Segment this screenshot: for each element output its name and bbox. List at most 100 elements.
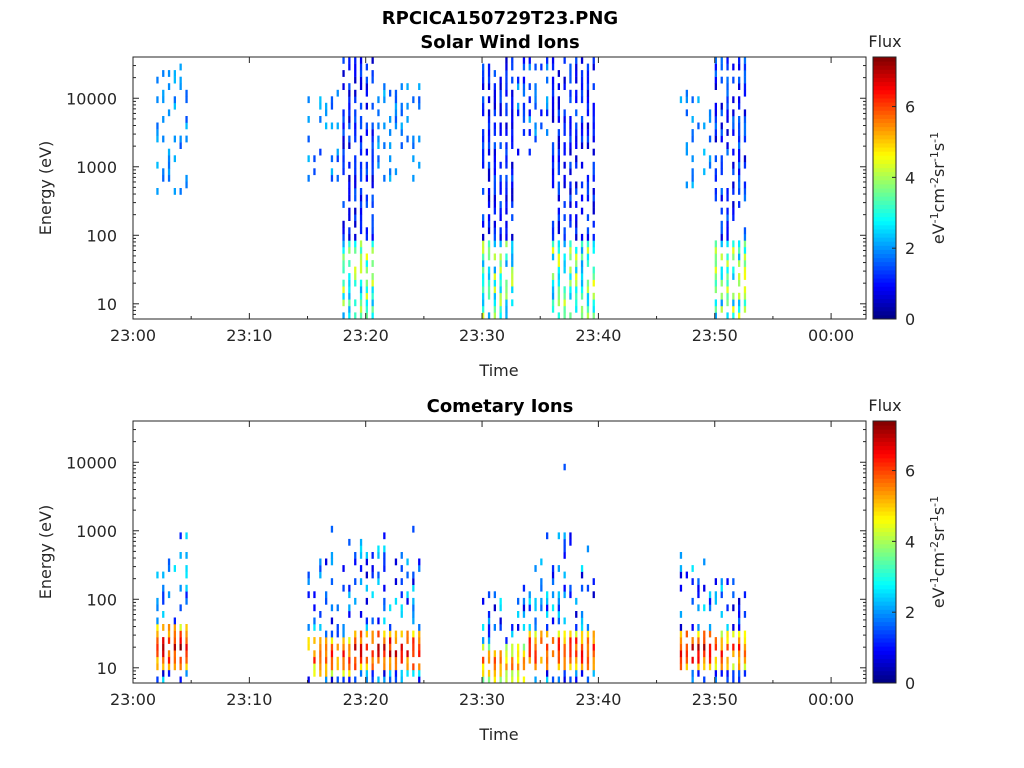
spectrogram-cell <box>511 129 514 136</box>
spectrogram-cell <box>383 96 386 104</box>
spectrogram-cell <box>493 220 496 228</box>
spectrogram-cell <box>580 643 584 651</box>
spectrogram-cell <box>714 188 717 195</box>
spectrogram-cell <box>557 676 560 684</box>
spectrogram-cell <box>569 656 572 664</box>
colorbar-segment <box>873 228 896 234</box>
spectrogram-cell <box>569 637 572 644</box>
spectrogram-cell <box>586 214 590 221</box>
spectrogram-cell <box>487 266 491 274</box>
spectrogram-cell <box>703 630 706 638</box>
spectrogram-cell <box>179 83 182 90</box>
spectrogram-cell <box>592 148 595 156</box>
spectrogram-cell <box>563 292 566 300</box>
spectrogram-cell <box>389 116 392 123</box>
spectrogram-cell <box>546 129 549 136</box>
spectrogram-cell <box>505 142 508 149</box>
spectrogram-cell <box>505 286 508 294</box>
spectrogram-cell <box>354 273 357 280</box>
spectrogram-cell <box>557 279 560 287</box>
spectrogram-cell <box>173 135 176 143</box>
spectrogram-cell <box>319 565 322 572</box>
spectrogram-cell <box>365 83 368 90</box>
spectrogram-cell <box>738 142 741 149</box>
spectrogram-cell <box>499 597 502 605</box>
spectrogram-cell <box>482 220 485 228</box>
spectrogram-cell <box>511 676 514 684</box>
spectrogram-cell <box>546 604 549 612</box>
spectrogram-cell <box>325 669 328 677</box>
colorbar-segment <box>873 216 896 222</box>
spectrogram-cell <box>685 109 688 117</box>
colorbar-segment <box>873 183 896 189</box>
x-tick-label: 23:50 <box>692 690 738 709</box>
y-tick-label: 100 <box>86 590 117 609</box>
spectrogram-cell <box>383 545 386 553</box>
spectrogram-cell <box>400 83 403 90</box>
spectrogram-cell <box>383 565 386 572</box>
spectrogram-cell <box>354 299 357 307</box>
spectrogram-cell <box>348 637 351 644</box>
spectrogram-cell <box>342 650 345 658</box>
spectrogram-cell <box>551 591 555 599</box>
colorbar-segment <box>873 658 896 664</box>
spectrogram-cell <box>546 656 549 664</box>
spectrogram-cell <box>167 174 171 182</box>
spectrogram-cell <box>348 109 351 117</box>
spectrogram-cell <box>487 656 491 664</box>
spectrogram-cell <box>365 148 368 156</box>
spectrogram-cell <box>185 643 188 651</box>
spectrogram-cell <box>575 611 578 618</box>
spectrogram-cell <box>528 116 531 123</box>
spectrogram-cell <box>534 630 537 638</box>
spectrogram-cell <box>167 168 171 176</box>
spectrogram-cell <box>162 591 165 599</box>
colorbar-segment <box>873 629 896 635</box>
spectrogram-cell <box>394 102 398 110</box>
spectrogram-cell <box>487 253 491 261</box>
spectrogram-cell <box>342 676 345 684</box>
spectrogram-cell <box>179 637 182 644</box>
spectrogram-cell <box>551 279 555 287</box>
spectrogram-cell <box>330 617 334 625</box>
spectrogram-cell <box>540 558 543 566</box>
spectrogram-cell <box>511 135 514 143</box>
spectrogram-cell <box>703 584 706 592</box>
spectrogram-cell <box>499 102 502 110</box>
colorbar-segment <box>873 461 896 467</box>
spectrogram-cell <box>569 676 572 684</box>
spectrogram-cell <box>354 214 357 221</box>
spectrogram-cell <box>383 122 386 130</box>
spectrogram-cell <box>743 233 747 241</box>
spectrogram-cell <box>499 266 502 274</box>
spectrogram-cell <box>546 76 549 84</box>
spectrogram-cell <box>580 129 584 136</box>
spectrogram-cell <box>569 240 572 248</box>
spectrogram-cell <box>342 584 345 592</box>
spectrogram-cell <box>359 148 363 156</box>
spectrogram-cell <box>586 279 590 287</box>
spectrogram-cell <box>511 253 514 261</box>
spectrogram-cell <box>359 565 363 572</box>
colorbar-segment <box>873 118 896 123</box>
colorbar-segment <box>873 666 896 672</box>
spectrogram-cell <box>162 663 165 671</box>
spectrogram-cell <box>575 155 578 163</box>
spectrogram-cell <box>348 57 351 64</box>
spectrogram-cell <box>499 305 502 313</box>
spectrogram-cell <box>156 188 159 195</box>
colorbar-segment <box>873 650 896 655</box>
spectrogram-cell <box>493 201 496 208</box>
spectrogram-cell <box>586 624 590 631</box>
spectrogram-cell <box>348 161 351 169</box>
spectrogram-cell <box>580 89 584 97</box>
spectrogram-cell <box>482 286 485 294</box>
spectrogram-cell <box>342 656 345 664</box>
spectrogram-cell <box>522 109 526 117</box>
spectrogram-cell <box>534 676 537 684</box>
spectrogram-cell <box>505 76 508 84</box>
colorbar-segment <box>873 302 896 308</box>
spectrogram-cell <box>685 630 688 638</box>
spectrogram-cell <box>336 89 339 97</box>
spectrogram-cell <box>156 630 159 638</box>
